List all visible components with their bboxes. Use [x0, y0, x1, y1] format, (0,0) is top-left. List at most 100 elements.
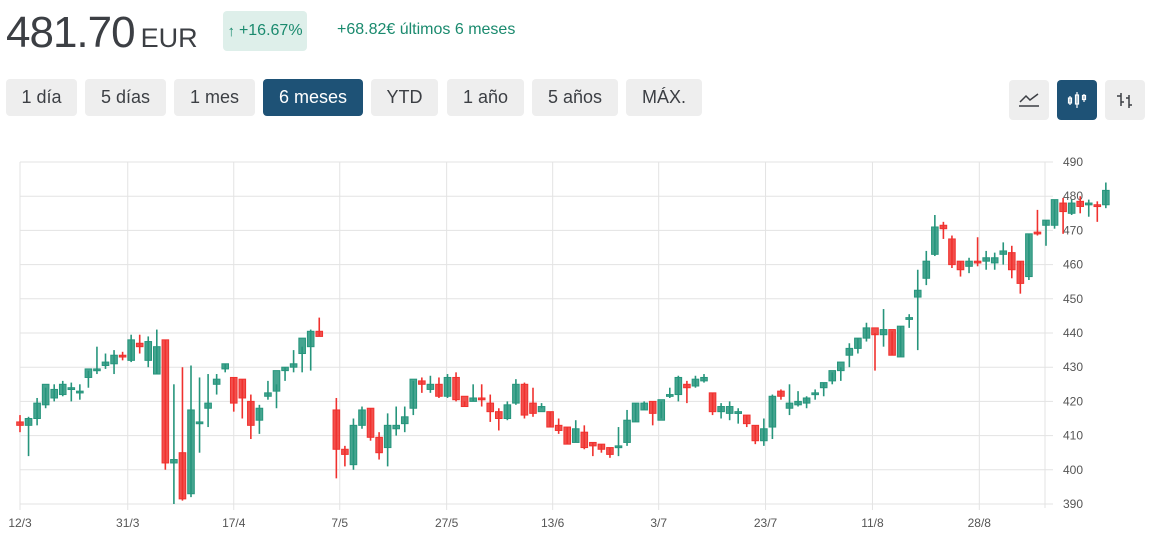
candle — [306, 329, 315, 371]
candle — [640, 401, 648, 411]
candle — [1076, 196, 1085, 214]
range-1-day[interactable]: 1 día — [6, 79, 77, 116]
candle — [477, 384, 486, 407]
candle — [828, 370, 837, 385]
x-tick-label: 3/7 — [650, 516, 667, 530]
change-absolute: +68.82€ últimos 6 meses — [337, 21, 516, 38]
candle — [973, 237, 982, 267]
candle — [563, 426, 572, 445]
candle — [332, 397, 341, 479]
candle — [24, 416, 33, 457]
candle — [41, 383, 50, 409]
y-tick-label: 440 — [1063, 326, 1083, 340]
candle — [1093, 201, 1102, 222]
candle — [896, 325, 905, 358]
candle — [67, 382, 76, 402]
candle — [520, 382, 529, 419]
candle — [982, 250, 990, 270]
range-ytd[interactable]: YTD — [371, 79, 438, 116]
y-tick-label: 410 — [1063, 429, 1083, 443]
candle — [742, 414, 751, 428]
candle — [845, 343, 854, 368]
x-tick-label: 17/4 — [222, 516, 246, 530]
candle — [298, 337, 306, 373]
candle — [16, 415, 24, 433]
candle — [879, 309, 888, 347]
y-tick-label: 450 — [1063, 292, 1083, 306]
candle — [854, 337, 862, 354]
change-percent: +16.67% — [238, 22, 303, 39]
candle — [204, 374, 212, 428]
x-tick-label: 11/8 — [861, 516, 884, 530]
candle — [606, 447, 614, 458]
candle — [58, 380, 67, 397]
candle — [460, 395, 469, 408]
ohlc-bar-button[interactable] — [1105, 80, 1145, 120]
candle — [418, 377, 426, 393]
candle — [195, 377, 204, 453]
range-1-year[interactable]: 1 año — [447, 79, 524, 116]
candle — [956, 260, 965, 277]
candle — [785, 384, 794, 416]
candle — [837, 361, 845, 381]
candle — [315, 317, 324, 337]
y-tick-label: 470 — [1063, 223, 1083, 237]
range-5-days[interactable]: 5 días — [85, 79, 166, 116]
y-tick-label: 460 — [1063, 258, 1083, 272]
candle — [1067, 199, 1076, 216]
ohlc-bar-icon — [1117, 93, 1132, 108]
range-6-months[interactable]: 6 meses — [263, 79, 363, 116]
candle — [999, 242, 1008, 265]
range-5-years[interactable]: 5 años — [532, 79, 618, 116]
candle — [913, 269, 922, 351]
candle — [965, 257, 973, 274]
candle — [383, 413, 392, 467]
candle — [546, 411, 554, 428]
y-tick-label: 430 — [1063, 360, 1083, 374]
candle — [33, 397, 41, 426]
candle — [990, 252, 999, 270]
candle — [734, 408, 743, 424]
candle — [717, 403, 725, 419]
candle — [229, 376, 238, 412]
candle — [255, 404, 264, 434]
candle — [281, 366, 289, 381]
candle — [623, 409, 631, 446]
candle — [178, 367, 187, 501]
candle — [529, 387, 537, 417]
candle — [1025, 233, 1033, 280]
candle — [349, 418, 358, 470]
candle — [862, 322, 871, 342]
candle — [802, 396, 811, 409]
candle — [76, 384, 84, 400]
candlestick-button[interactable] — [1057, 80, 1097, 120]
candle — [939, 221, 948, 239]
candle — [794, 391, 802, 407]
y-tick-label: 420 — [1063, 394, 1083, 408]
candle — [1016, 260, 1025, 294]
candle — [648, 400, 657, 426]
range-1-month[interactable]: 1 mes — [174, 79, 255, 116]
candle — [135, 334, 144, 354]
candle — [495, 408, 503, 431]
candle — [1059, 197, 1067, 234]
candle — [777, 389, 785, 400]
y-tick-label: 480 — [1063, 189, 1083, 203]
candle — [144, 336, 153, 368]
line-chart-button[interactable] — [1009, 80, 1049, 120]
candle — [888, 329, 896, 356]
candle — [683, 380, 691, 404]
candle — [358, 406, 366, 429]
candle — [238, 378, 247, 419]
x-tick-label: 13/6 — [541, 516, 565, 530]
candle — [1042, 219, 1050, 246]
candle — [101, 353, 110, 369]
candle — [247, 394, 255, 440]
range-max[interactable]: MÁX. — [626, 79, 702, 116]
candle — [674, 375, 683, 402]
currency-label: EUR — [140, 23, 198, 53]
x-tick-label: 27/5 — [435, 516, 459, 530]
candle — [221, 363, 229, 373]
candle — [272, 370, 281, 409]
candle — [631, 402, 640, 423]
